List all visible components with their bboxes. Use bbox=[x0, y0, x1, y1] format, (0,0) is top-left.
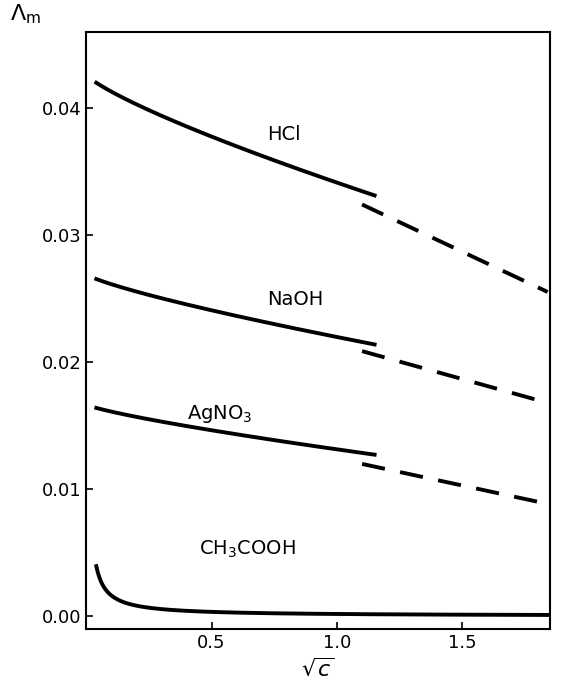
X-axis label: $\sqrt{c}$: $\sqrt{c}$ bbox=[301, 657, 335, 680]
Y-axis label: $\Lambda_{\rm m}$: $\Lambda_{\rm m}$ bbox=[10, 2, 42, 26]
Text: NaOH: NaOH bbox=[267, 290, 323, 309]
Text: HCl: HCl bbox=[267, 124, 301, 144]
Text: AgNO$_3$: AgNO$_3$ bbox=[187, 403, 252, 425]
Text: CH$_3$COOH: CH$_3$COOH bbox=[199, 539, 296, 560]
